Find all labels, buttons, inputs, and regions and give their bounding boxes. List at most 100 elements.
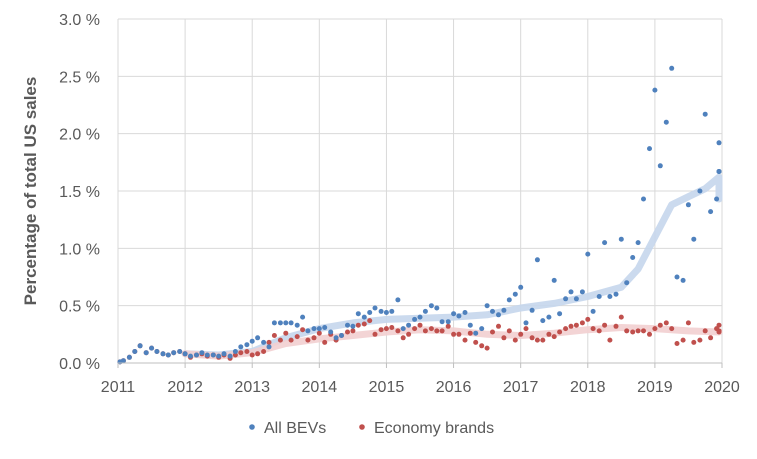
x-tick-label: 2011	[101, 379, 136, 396]
data-points	[117, 65, 722, 365]
point-series-0	[708, 209, 714, 215]
point-series-1	[277, 337, 283, 343]
point-series-0	[249, 338, 255, 344]
point-series-1	[557, 329, 563, 335]
gridlines	[117, 18, 723, 364]
point-series-0	[484, 303, 490, 309]
point-series-0	[328, 329, 334, 335]
point-series-1	[596, 328, 602, 334]
point-series-0	[361, 314, 367, 320]
point-series-0	[143, 350, 149, 356]
point-series-0	[607, 294, 613, 299]
point-series-1	[350, 328, 356, 334]
point-series-1	[456, 331, 462, 337]
point-series-0	[652, 87, 658, 93]
point-series-0	[395, 297, 401, 303]
point-series-1	[249, 352, 255, 358]
point-series-0	[585, 251, 591, 257]
point-series-1	[395, 328, 401, 334]
point-series-0	[216, 353, 222, 359]
point-series-0	[479, 326, 485, 332]
point-series-1	[641, 328, 646, 334]
point-series-1	[635, 328, 641, 334]
point-series-1	[361, 321, 367, 327]
point-series-1	[674, 341, 680, 346]
point-series-1	[613, 323, 619, 329]
x-tick-label: 2014	[302, 379, 338, 396]
point-series-0	[266, 344, 272, 350]
point-series-1	[568, 323, 574, 329]
x-tick-label: 2012	[167, 379, 203, 396]
point-series-1	[244, 349, 250, 354]
point-series-0	[261, 339, 267, 345]
y-tick-label: 0.5 %	[59, 299, 100, 316]
point-series-0	[160, 351, 166, 357]
point-series-1	[551, 334, 557, 340]
point-series-0	[288, 320, 294, 326]
point-series-0	[177, 349, 183, 354]
point-series-0	[473, 330, 479, 336]
point-series-0	[685, 202, 691, 208]
point-series-0	[647, 146, 652, 152]
trend-lines	[181, 173, 723, 360]
point-series-0	[322, 325, 328, 330]
point-series-0	[534, 257, 540, 263]
point-series-0	[188, 353, 193, 359]
point-series-1	[378, 327, 384, 333]
point-series-0	[165, 352, 171, 358]
point-series-0	[232, 349, 238, 354]
point-series-0	[339, 333, 344, 338]
point-series-1	[590, 326, 596, 332]
point-series-0	[255, 335, 261, 341]
point-series-0	[523, 320, 529, 326]
point-series-1	[367, 318, 373, 324]
point-series-0	[618, 236, 624, 242]
point-series-1	[451, 331, 457, 337]
point-series-1	[512, 337, 518, 343]
point-series-1	[322, 339, 328, 345]
point-series-1	[702, 328, 708, 334]
point-series-0	[120, 358, 126, 364]
point-series-1	[238, 350, 244, 356]
point-series-0	[674, 274, 680, 280]
point-series-1	[484, 345, 490, 351]
legend: All BEVs Economy brands	[249, 420, 494, 437]
legend-marker-series-0	[249, 424, 255, 430]
point-series-0	[613, 291, 619, 297]
point-series-0	[512, 291, 518, 297]
point-series-0	[428, 303, 434, 309]
point-series-0	[451, 311, 457, 317]
x-tick-label: 2016	[436, 379, 472, 396]
point-series-0	[467, 322, 473, 328]
point-series-1	[445, 323, 451, 329]
point-series-1	[602, 322, 608, 328]
x-tick-label: 2015	[369, 379, 405, 396]
point-series-0	[557, 311, 563, 317]
point-series-1	[691, 339, 697, 345]
point-series-1	[439, 328, 445, 334]
point-series-1	[288, 337, 294, 343]
point-series-1	[501, 335, 507, 341]
point-series-0	[630, 255, 636, 260]
point-series-0	[378, 308, 384, 314]
point-series-0	[333, 335, 339, 341]
point-series-1	[630, 329, 636, 335]
point-series-1	[479, 343, 485, 349]
point-series-1	[563, 326, 569, 332]
x-tick-label: 2020	[704, 379, 740, 396]
point-series-1	[657, 322, 663, 328]
point-series-1	[680, 337, 686, 343]
point-series-1	[462, 337, 468, 343]
point-series-1	[428, 326, 434, 332]
point-series-1	[540, 337, 546, 343]
point-series-1	[300, 327, 306, 333]
point-series-1	[266, 339, 272, 345]
point-series-0	[345, 322, 350, 328]
point-series-0	[204, 352, 210, 358]
point-series-1	[467, 330, 473, 336]
point-series-1	[412, 326, 418, 332]
point-series-0	[716, 140, 722, 146]
point-series-1	[663, 320, 669, 326]
point-series-0	[210, 352, 216, 358]
point-series-0	[641, 196, 646, 202]
